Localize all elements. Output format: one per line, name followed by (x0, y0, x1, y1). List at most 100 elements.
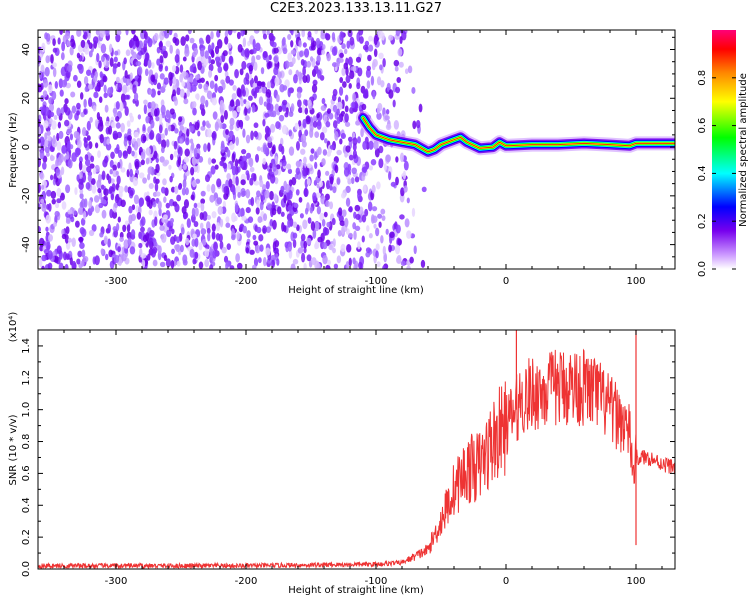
noise-speck (77, 250, 83, 258)
noise-speck (336, 178, 341, 185)
noise-speck (207, 157, 212, 165)
noise-speck (56, 141, 62, 151)
noise-speck (163, 254, 168, 262)
noise-speck (200, 228, 207, 236)
noise-speck (44, 139, 49, 147)
noise-speck (104, 104, 109, 113)
noise-speck (336, 108, 340, 116)
noise-speck (298, 40, 302, 48)
noise-speck (265, 226, 272, 233)
noise-speck (88, 229, 95, 237)
noise-speck (362, 140, 368, 150)
noise-speck (262, 157, 266, 165)
noise-speck (147, 166, 152, 175)
noise-speck (211, 231, 216, 240)
noise-speck (286, 213, 293, 221)
noise-speck (225, 75, 231, 84)
noise-speck (140, 253, 147, 259)
spectrogram-y-label: Frequency (Hz) (8, 112, 19, 188)
noise-speck (306, 60, 312, 68)
noise-speck (225, 128, 230, 136)
noise-speck (46, 203, 50, 210)
noise-speck (64, 32, 71, 40)
noise-speck (267, 61, 272, 69)
noise-speck (276, 71, 283, 79)
noise-speck (305, 115, 311, 125)
noise-speck (65, 184, 71, 194)
noise-speck (43, 120, 49, 129)
noise-speck (406, 197, 410, 204)
noise-speck (39, 136, 45, 147)
noise-speck (157, 90, 161, 96)
noise-speck (81, 228, 87, 238)
noise-speck (206, 214, 212, 220)
noise-speck (85, 182, 91, 190)
noise-speck (117, 149, 123, 159)
noise-speck (52, 221, 58, 227)
noise-speck (105, 30, 110, 37)
noise-speck (211, 92, 217, 99)
y-tick-label: 0 (21, 144, 32, 150)
noise-speck (199, 212, 204, 220)
noise-speck (60, 107, 65, 116)
noise-speck (292, 221, 298, 229)
noise-speck (312, 192, 317, 202)
noise-speck (155, 157, 159, 163)
noise-speck (395, 86, 401, 94)
noise-speck (339, 220, 346, 227)
noise-speck (51, 90, 57, 101)
noise-speck (131, 30, 136, 35)
noise-speck (125, 30, 129, 36)
noise-speck (210, 165, 216, 175)
noise-speck (97, 121, 104, 132)
noise-speck (248, 95, 253, 101)
noise-speck (185, 237, 190, 246)
noise-speck (100, 43, 107, 54)
y-tick-label: 0.2 (21, 529, 32, 545)
noise-speck (373, 223, 377, 229)
noise-speck (41, 265, 45, 269)
noise-speck (191, 156, 197, 166)
noise-speck (67, 237, 72, 243)
noise-speck (173, 141, 178, 150)
noise-speck (336, 255, 342, 264)
noise-speck (200, 198, 206, 205)
noise-speck (262, 119, 266, 127)
noise-speck (251, 55, 256, 65)
noise-speck (189, 37, 195, 44)
noise-speck (228, 55, 234, 65)
noise-speck (403, 185, 408, 193)
noise-speck (190, 166, 195, 176)
noise-speck (298, 196, 303, 203)
noise-speck (182, 254, 188, 264)
noise-speck (116, 30, 122, 36)
snr-y-label: SNR (10 * v/v) (8, 414, 19, 485)
noise-speck (60, 52, 65, 61)
noise-speck (256, 146, 261, 152)
noise-speck (223, 110, 228, 120)
noise-speck (249, 249, 255, 255)
noise-speck (341, 192, 346, 199)
noise-speck (196, 143, 201, 150)
noise-speck (302, 219, 308, 230)
noise-speck (64, 263, 69, 269)
noise-speck (191, 51, 197, 58)
noise-speck (351, 101, 356, 109)
noise-speck (413, 245, 417, 255)
noise-speck (302, 66, 306, 76)
noise-speck (287, 52, 293, 62)
noise-speck (101, 209, 107, 219)
noise-speck (74, 187, 78, 196)
noise-speck (132, 35, 139, 42)
noise-speck (292, 258, 299, 265)
noise-speck (71, 237, 76, 248)
noise-speck (299, 50, 304, 58)
noise-speck (140, 216, 146, 227)
noise-speck (253, 122, 259, 129)
noise-speck (256, 80, 262, 87)
noise-speck (300, 233, 306, 242)
noise-speck (406, 230, 412, 239)
noise-speck (128, 214, 133, 225)
noise-speck (110, 151, 115, 160)
noise-speck (203, 143, 208, 153)
